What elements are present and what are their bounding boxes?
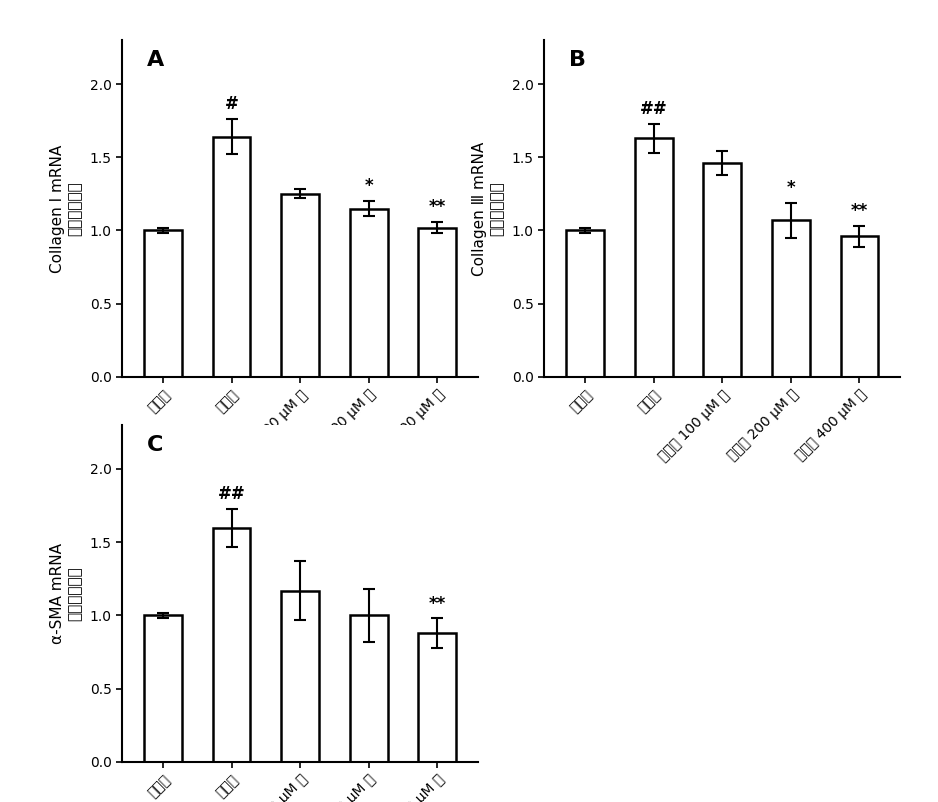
Text: *: * [786,179,795,196]
Bar [704,163,741,377]
Bar [144,615,182,762]
Text: **: ** [851,202,868,221]
Text: ##: ## [218,484,246,503]
Bar [281,194,319,377]
Text: *: * [364,177,373,196]
Bar [772,221,809,377]
Bar [635,138,673,377]
Y-axis label: Collagen Ⅲ mRNA
的相对表达量: Collagen Ⅲ mRNA 的相对表达量 [472,141,505,276]
Y-axis label: α-SMA mRNA
的相对表达量: α-SMA mRNA 的相对表达量 [50,543,83,644]
Text: **: ** [429,594,446,613]
Bar [213,528,250,762]
Bar [281,590,319,762]
Bar [213,137,250,377]
Text: **: ** [429,198,446,216]
Text: ##: ## [640,99,668,118]
Bar [350,209,387,377]
Text: B: B [569,51,586,71]
Bar [418,228,456,377]
Bar [350,615,387,762]
Text: C: C [147,435,163,456]
Y-axis label: Collagen Ⅰ mRNA
的相对表达量: Collagen Ⅰ mRNA 的相对表达量 [50,144,83,273]
Bar [418,633,456,762]
Bar [144,230,182,377]
Text: #: # [225,95,238,113]
Text: A: A [147,51,164,71]
Bar [840,237,878,377]
Bar [567,230,604,377]
